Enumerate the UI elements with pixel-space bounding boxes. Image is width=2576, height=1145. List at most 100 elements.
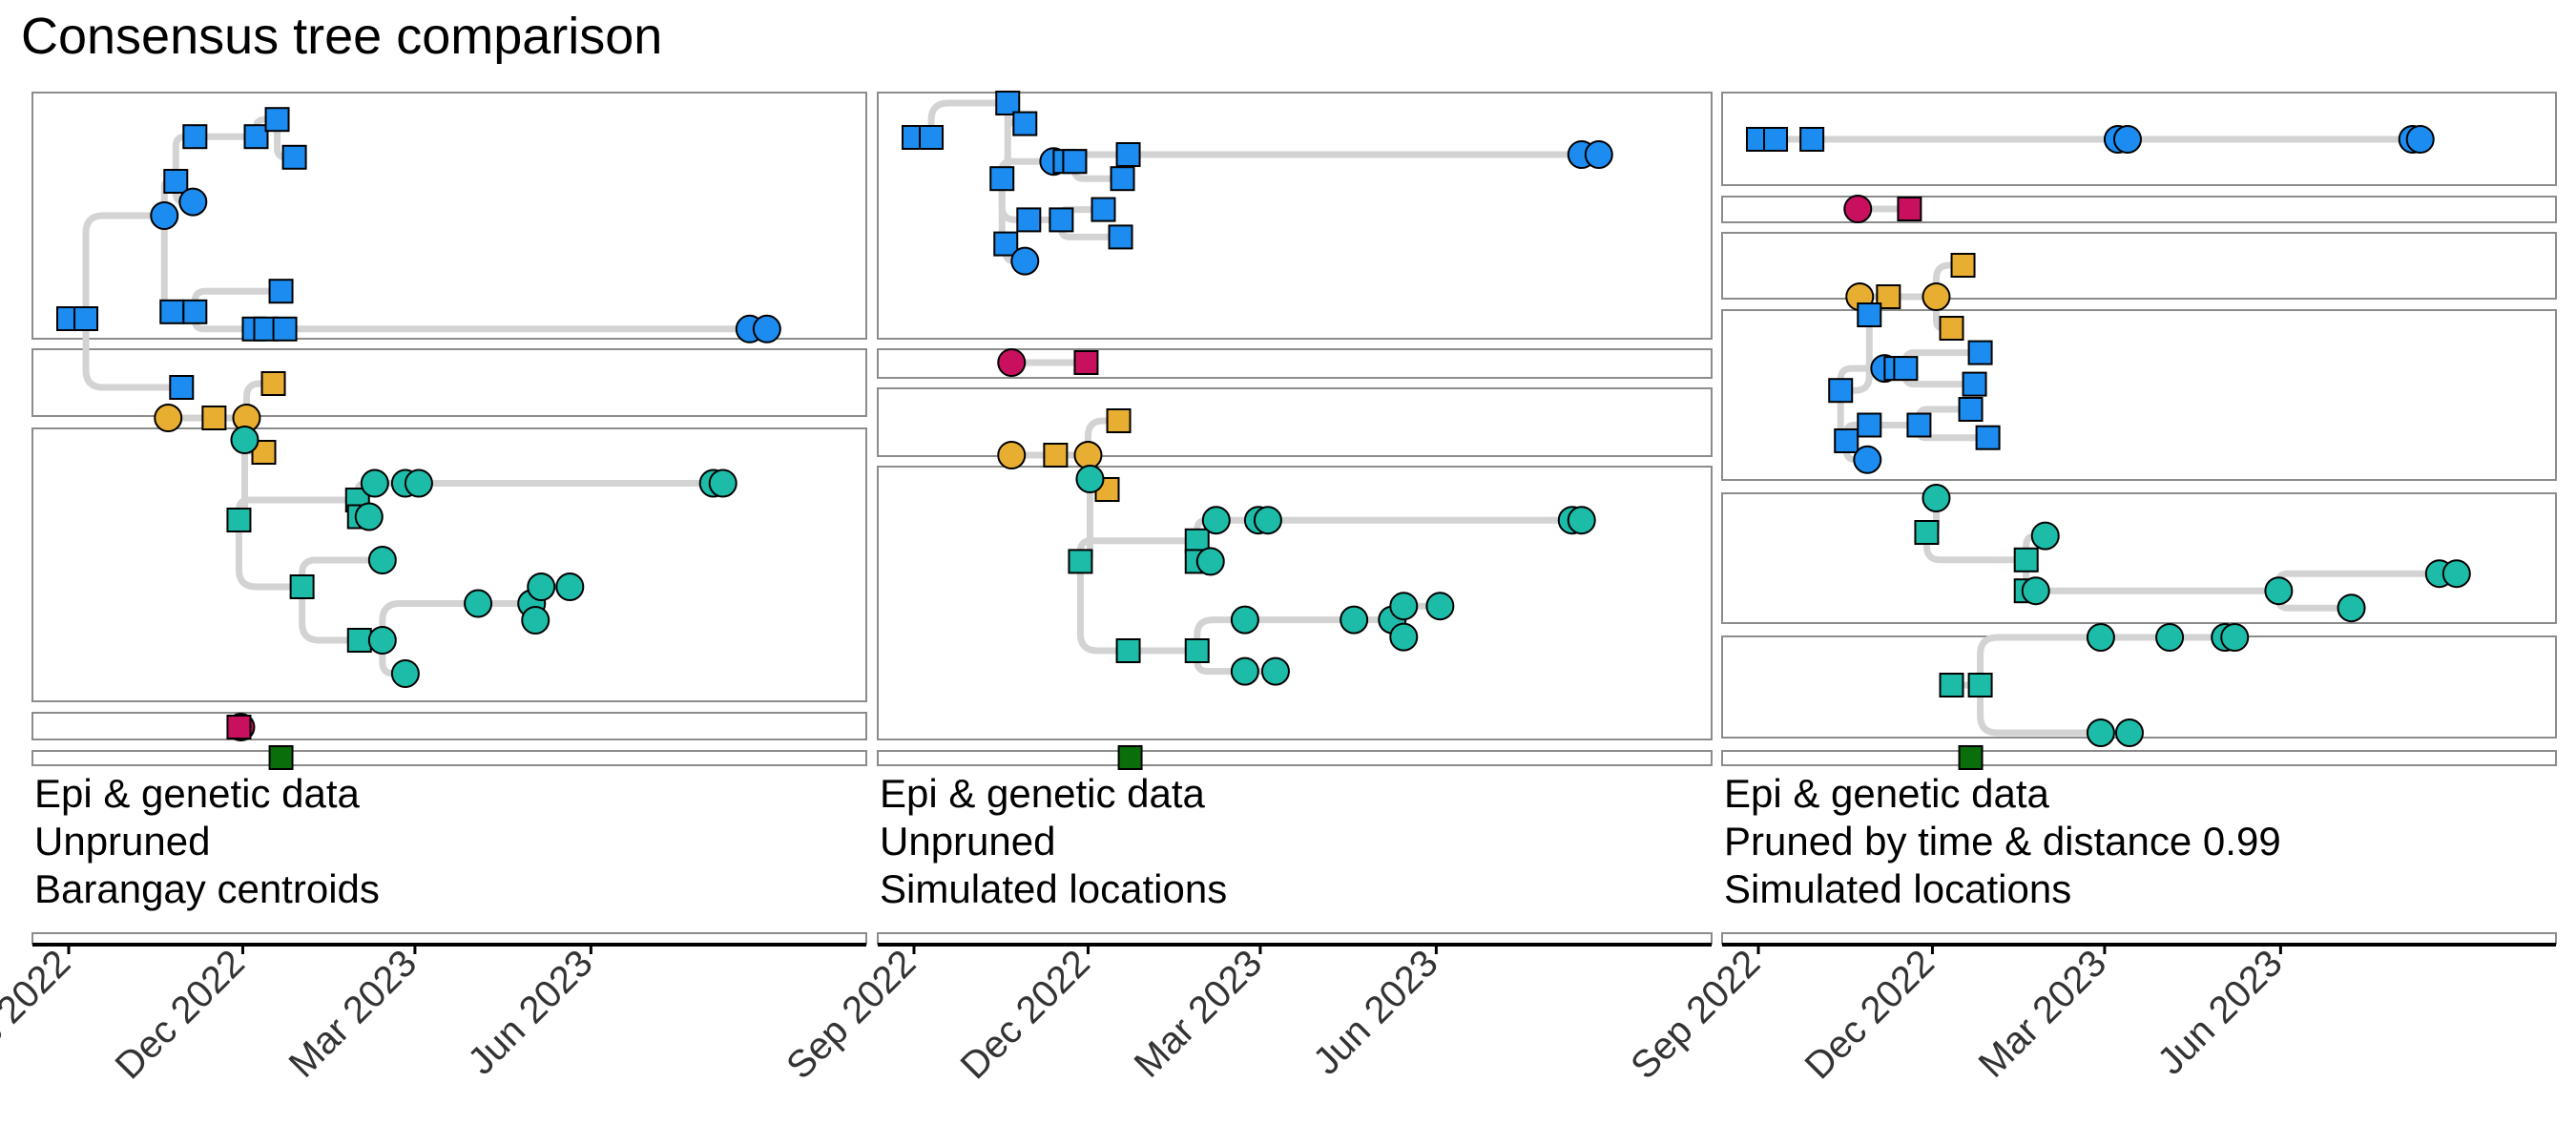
tree-branch [1076, 557, 1132, 655]
tree-branch [379, 600, 482, 644]
case-square-point [1110, 166, 1135, 192]
case-circle-point [2021, 576, 2050, 606]
case-square-point [1975, 425, 2001, 450]
x-tick-label: Sep 2022 [779, 942, 924, 1087]
case-circle-point [1253, 506, 1282, 535]
case-circle-point [527, 572, 556, 601]
case-square-point [1962, 371, 1987, 397]
cluster-c6 [1939, 623, 2250, 747]
tree-branch [242, 380, 278, 422]
case-square-point [289, 574, 315, 599]
case-square-point [1939, 316, 1964, 341]
x-tick-label: Dec 2022 [953, 942, 1098, 1087]
case-square-point [346, 628, 372, 653]
cluster-box [877, 92, 1713, 340]
case-circle-point [2264, 576, 2294, 606]
case-circle-point [2441, 559, 2471, 589]
x-tick-label: Jun 2023 [2150, 942, 2290, 1082]
tree-branch [927, 99, 1011, 141]
tree-branch [235, 496, 362, 524]
cluster-box [31, 750, 867, 766]
case-square-point [1897, 197, 1922, 221]
cluster-box [877, 466, 1713, 740]
case-circle-point [1340, 605, 1369, 635]
case-square-point [1115, 638, 1141, 663]
case-square-point [1115, 142, 1141, 167]
case-square-point [243, 124, 269, 150]
panel-caption-line: Simulated locations [880, 866, 1227, 911]
case-circle-point [1073, 441, 1103, 469]
case-square-point [1117, 745, 1143, 770]
case-square-point [1799, 127, 1825, 152]
case-square-point [1108, 224, 1133, 250]
cluster-box [1721, 232, 2557, 300]
tree-branch [1977, 634, 2105, 689]
cluster-box [31, 427, 867, 702]
case-square-point [1834, 428, 1859, 453]
case-circle-point [1201, 506, 1231, 535]
case-square-point [1828, 378, 1854, 404]
case-circle-point [1389, 592, 1419, 621]
x-tick-label: Mar 2023 [1127, 942, 1271, 1086]
page-title: Consensus tree comparison [21, 8, 662, 65]
x-tick-label: Mar 2023 [1971, 942, 2115, 1086]
case-circle-point [1010, 246, 1040, 276]
case-circle-point [997, 348, 1027, 377]
case-circle-point [2220, 623, 2250, 652]
case-square-point [1068, 549, 1093, 574]
case-circle-point [1425, 592, 1455, 621]
case-circle-point [360, 468, 389, 498]
x-tick-label: Jun 2023 [460, 942, 600, 1082]
tree-branch [160, 212, 176, 316]
case-circle-point [1584, 140, 1613, 169]
case-square-point [201, 406, 227, 430]
case-square-point [1958, 397, 1984, 422]
case-square-point [182, 299, 208, 324]
case-circle-point [2114, 718, 2144, 747]
tree-branch [1076, 537, 1201, 565]
tree-branch [1837, 311, 1873, 394]
case-square-point [1914, 520, 1940, 545]
case-square-point [1106, 408, 1132, 433]
cluster-box [1721, 196, 2557, 223]
case-square-point [260, 371, 286, 396]
panel-caption-line: Epi & genetic data [34, 771, 361, 816]
x-tick-label: Mar 2023 [281, 942, 426, 1086]
cluster-c3 [1845, 253, 1976, 341]
cluster-c4 [226, 713, 256, 741]
case-circle-point [464, 589, 493, 618]
case-circle-point [1075, 465, 1105, 493]
case-square-point [1967, 340, 1993, 365]
case-circle-point [1567, 506, 1596, 535]
cluster-c5 [1914, 484, 2471, 623]
case-circle-point [2030, 521, 2060, 551]
case-square-point [1857, 302, 1882, 327]
case-square-point [264, 107, 290, 133]
panel-caption-line: Barangay centroids [34, 866, 380, 911]
x-tick-label: Jun 2023 [1305, 942, 1445, 1082]
case-square-point [919, 125, 945, 150]
case-circle-point [2112, 125, 2142, 154]
cluster-c2 [997, 348, 1099, 377]
case-circle-point [752, 314, 781, 344]
tree-branch [1977, 681, 2105, 737]
case-circle-point [354, 502, 384, 531]
panel-caption-line: Pruned by time & distance 0.99 [1724, 819, 2281, 864]
case-circle-point [2337, 593, 2366, 623]
case-square-point [1857, 412, 1882, 438]
case-square-point [163, 169, 189, 194]
case-square-point [226, 508, 252, 532]
case-circle-point [708, 468, 737, 498]
cluster-c1 [56, 107, 781, 400]
panel-caption-line: Unpruned [34, 819, 210, 864]
tree-branch [82, 212, 168, 323]
case-circle-point [230, 426, 260, 454]
cluster-c1 [1746, 125, 2435, 154]
tree-branch [299, 556, 386, 591]
panel-caption-line: Simulated locations [1724, 866, 2071, 911]
case-square-point [1939, 673, 1964, 697]
case-circle-point [178, 187, 208, 217]
cluster-c5 [268, 745, 294, 770]
